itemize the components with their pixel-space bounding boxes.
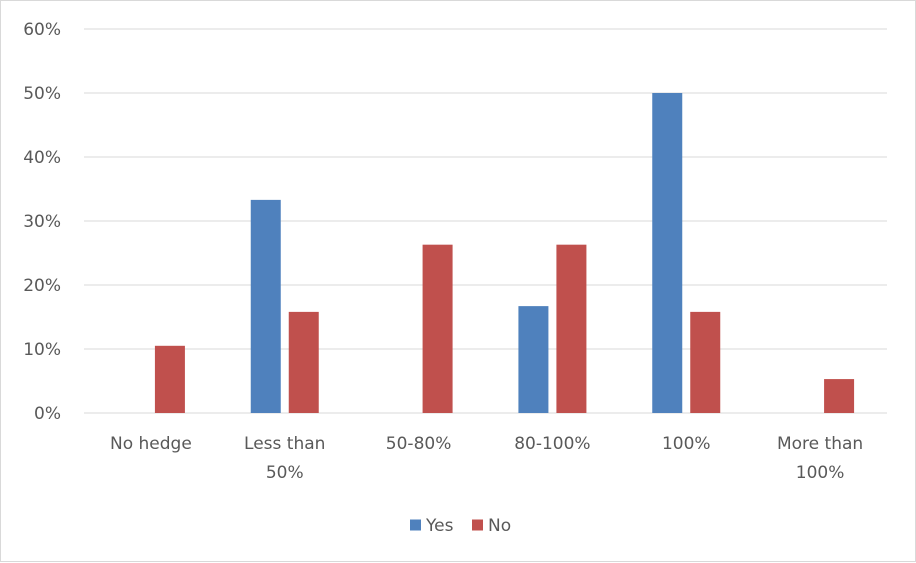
legend-label-yes: Yes — [425, 516, 454, 536]
x-category-label: 100% — [662, 434, 711, 454]
x-category-label: Less than 50% — [244, 434, 325, 483]
y-tick-label: 30% — [23, 212, 61, 232]
y-tick-label: 20% — [23, 276, 61, 296]
bar-no-2 — [422, 244, 453, 413]
bar-no-3 — [556, 244, 587, 413]
x-category-label: No hedge — [110, 434, 192, 454]
bars — [154, 93, 855, 413]
x-category-label: 50-80% — [386, 434, 452, 454]
y-axis-tick-labels: 0% 10% 20% 30% 40% 50% 60% — [23, 20, 61, 424]
y-tick-label: 50% — [23, 84, 61, 104]
y-tick-label: 0% — [34, 404, 61, 424]
x-category-label: More than 100% — [777, 434, 863, 483]
legend-label-no: No — [488, 516, 511, 536]
bar-yes-3 — [518, 306, 549, 413]
x-axis-category-labels: No hedge Less than 50% 50-80% 80-100% 100% Mor… — [110, 434, 863, 483]
bar-yes-1 — [250, 199, 281, 413]
legend: Yes No — [410, 516, 511, 536]
y-tick-label: 40% — [23, 148, 61, 168]
bar-no-0 — [154, 345, 185, 413]
legend-swatch-no — [472, 519, 483, 531]
legend-swatch-yes — [410, 519, 421, 531]
bar-yes-4 — [652, 93, 683, 413]
x-category-label: 80-100% — [514, 434, 590, 454]
bar-no-1 — [288, 311, 319, 413]
bar-no-4 — [690, 311, 721, 413]
gridlines — [84, 28, 887, 414]
y-tick-label: 60% — [23, 20, 61, 40]
y-tick-label: 10% — [23, 340, 61, 360]
bar-no-5 — [824, 379, 855, 413]
